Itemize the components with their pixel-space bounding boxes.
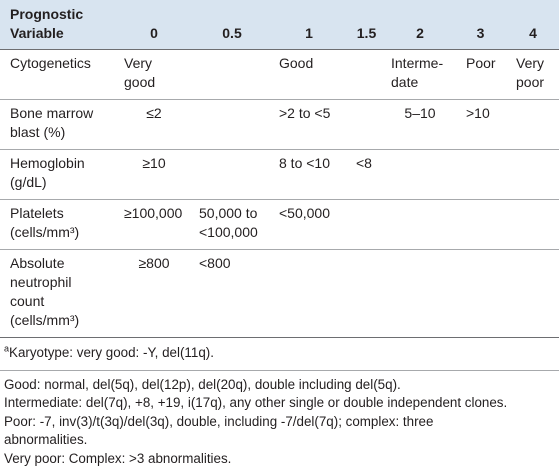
header-cell: 2 bbox=[416, 25, 424, 41]
table-cell bbox=[347, 250, 386, 338]
footnote: Good: normal, del(5q), del(12p), del(20q… bbox=[4, 376, 555, 395]
table-cell: <50,000 bbox=[279, 205, 330, 221]
header-row: Prognostic Variable 0 0.5 1 1.5 2 3 4 bbox=[0, 0, 559, 50]
footnote-text: Intermediate: del(7q), +8, +19, i(17q), … bbox=[4, 395, 508, 410]
table-cell: Good bbox=[279, 55, 314, 71]
table-cell bbox=[193, 100, 271, 150]
table-cell: ≤2 bbox=[146, 105, 162, 121]
row-label: Cytogenetics bbox=[10, 55, 91, 71]
table-cell: Interme- date bbox=[391, 55, 444, 90]
row-label: Platelets (cells/mm³) bbox=[10, 205, 80, 240]
footnote-text: Very poor: Complex: >3 abnormalities. bbox=[4, 450, 232, 466]
table-cell: Poor bbox=[466, 55, 496, 71]
footnote: Intermediate: del(7q), +8, +19, i(17q), … bbox=[4, 394, 555, 413]
table-cell bbox=[347, 100, 386, 150]
table-row: Absolute neutrophil count (cells/mm³) ≥80… bbox=[0, 249, 559, 338]
table-cell: <800 bbox=[199, 255, 231, 271]
table-cell bbox=[386, 150, 454, 200]
table-row: Platelets (cells/mm³) ≥100,000 50,000 to <… bbox=[0, 199, 559, 250]
header-cell: 4 bbox=[529, 25, 537, 41]
row-label: Absolute neutrophil count (cells/mm³) bbox=[10, 255, 80, 328]
table-cell: ≥10 bbox=[142, 155, 166, 171]
footnote-mark: a bbox=[4, 343, 10, 354]
table-cell: Very poor bbox=[516, 55, 545, 90]
table-cell: ≥800 bbox=[138, 255, 170, 271]
header-cell: 3 bbox=[476, 25, 485, 41]
table-row: Cytogenetics Very good Good Interme- date Po… bbox=[0, 49, 559, 100]
row-label: Hemoglobin (g/dL) bbox=[10, 155, 85, 190]
table-row: Bone marrow blast (%) ≤2 >2 to <5 5–10 >10 bbox=[0, 99, 559, 150]
footnotes: aKaryotype: very good: -Y, del(11q). Good… bbox=[0, 338, 559, 468]
table-cell: >2 to <5 bbox=[279, 105, 331, 121]
table-cell: 5–10 bbox=[404, 105, 436, 121]
footnote: Poor: -7, inv(3)/t(3q)/del(3q), double, … bbox=[4, 413, 555, 450]
table-cell bbox=[386, 250, 454, 338]
header-cell: 0 bbox=[150, 25, 158, 41]
table-cell bbox=[386, 200, 454, 250]
table-cell bbox=[271, 250, 347, 338]
table-cell bbox=[347, 200, 386, 250]
footnote-text: Karyotype: very good: -Y, del(11q). bbox=[9, 345, 214, 360]
table-cell: Very good bbox=[124, 55, 156, 90]
table-cell bbox=[507, 100, 559, 150]
table-body: Cytogenetics Very good Good Interme- date Po… bbox=[0, 49, 559, 338]
table-cell bbox=[454, 250, 507, 338]
table-cell bbox=[347, 50, 386, 100]
footnote-text: Poor: -7, inv(3)/t(3q)/del(3q), double, … bbox=[4, 413, 434, 448]
header-cell: Prognostic Variable bbox=[10, 6, 84, 41]
table-cell bbox=[193, 150, 271, 200]
header-cell: 1 bbox=[305, 25, 313, 41]
table-cell: ≥100,000 bbox=[124, 205, 183, 221]
header-cell: 1.5 bbox=[356, 25, 377, 41]
table-cell: 8 to <10 bbox=[279, 155, 330, 171]
table-cell: <8 bbox=[356, 155, 372, 171]
table-cell bbox=[454, 200, 507, 250]
table-cell bbox=[454, 150, 507, 200]
header-cell: 0.5 bbox=[222, 25, 242, 41]
table-row: Hemoglobin (g/dL) ≥10 8 to <10 <8 bbox=[0, 149, 559, 200]
footnote: aKaryotype: very good: -Y, del(11q). bbox=[0, 344, 559, 371]
table-cell bbox=[507, 250, 559, 338]
table-cell: >10 bbox=[466, 105, 490, 121]
table-cell bbox=[507, 200, 559, 250]
prognostic-table: Prognostic Variable 0 0.5 1 1.5 2 3 4 Cytogenet… bbox=[0, 0, 559, 338]
row-label: Bone marrow blast (%) bbox=[10, 105, 94, 140]
table-cell: 50,000 to <100,000 bbox=[199, 205, 258, 240]
table-cell bbox=[193, 50, 271, 100]
table-cell bbox=[507, 150, 559, 200]
footnote-text: Good: normal, del(5q), del(12p), del(20q… bbox=[4, 376, 401, 392]
footnote: Very poor: Complex: >3 abnormalities. bbox=[4, 450, 555, 469]
